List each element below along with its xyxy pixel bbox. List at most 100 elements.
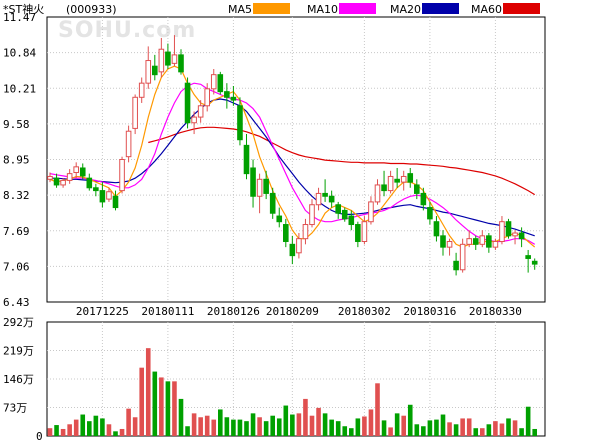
candle-body	[466, 238, 472, 245]
candle-body	[328, 195, 335, 203]
legend-label: MA10	[307, 3, 338, 16]
volume-bar	[329, 419, 334, 436]
candle-body	[106, 191, 112, 200]
price-tick-label: 7.06	[3, 260, 30, 273]
volume-bar	[132, 417, 138, 436]
volume-bar	[335, 421, 341, 436]
date-axis-labels: 20171225 20180111 20180126 20180209 20180302…	[76, 305, 522, 318]
volume-bar	[145, 348, 151, 436]
volume-axis-labels: 292万 219万 146万 73万 0	[3, 316, 43, 440]
candle-body	[315, 192, 322, 206]
volume-bar	[198, 417, 203, 436]
candle-body	[531, 260, 538, 265]
ma20-line	[50, 98, 535, 237]
candle-body	[243, 144, 250, 175]
price-tick-label: 10.21	[3, 82, 36, 95]
volume-bar	[506, 418, 511, 436]
candle-body	[348, 215, 355, 226]
volume-tick-label: 0	[36, 430, 43, 440]
candle-body	[230, 96, 237, 101]
date-tick-label: 20180209	[266, 305, 319, 318]
volume-bar	[407, 404, 413, 436]
volume-bar	[126, 408, 131, 436]
candle-body	[283, 224, 289, 242]
candle-body	[414, 184, 420, 194]
legend-swatch	[253, 3, 290, 14]
candle-body	[112, 195, 119, 209]
volume-bar	[466, 418, 472, 436]
price-tick-label: 6.43	[3, 296, 30, 309]
candle-body	[361, 221, 368, 242]
candle-body	[53, 177, 60, 186]
volume-bar	[499, 423, 505, 436]
volume-bar	[67, 424, 72, 436]
candle-body	[499, 221, 505, 242]
candle-body	[433, 221, 440, 237]
candle-body	[165, 51, 171, 66]
candle-body	[86, 177, 93, 189]
legend-swatch	[422, 3, 459, 14]
volume-bar	[159, 377, 164, 436]
price-axis-labels: 11.47 10.84 10.21 9.58 8.95 8.32 7.69 7.06 6.43	[3, 11, 36, 309]
volume-bar	[519, 428, 524, 436]
candle-body	[289, 243, 296, 257]
date-tick-label: 20171225	[76, 305, 129, 318]
candle-body	[125, 130, 132, 158]
candle-body	[387, 175, 394, 192]
stock-name: *ST神火	[3, 2, 44, 16]
candle-body	[368, 201, 374, 223]
volume-bar	[355, 418, 361, 436]
volume-bar	[525, 406, 531, 436]
candle-body	[341, 209, 348, 220]
volume-bar	[460, 418, 465, 436]
ma60-line	[148, 126, 536, 196]
volume-bar	[362, 416, 367, 436]
ma5-line	[49, 65, 536, 248]
volume-bar	[152, 371, 158, 436]
candle-body	[427, 207, 433, 220]
volume-bar	[211, 419, 217, 436]
date-tick-label: 20180302	[338, 305, 391, 318]
volume-tick-label: 146万	[3, 373, 34, 386]
volume-bar	[178, 398, 184, 436]
candle-body	[178, 54, 184, 73]
candle-body	[355, 224, 361, 242]
volume-bar	[60, 428, 66, 436]
volume-bar	[237, 419, 243, 436]
volume-bar	[532, 428, 537, 436]
stock-code: (000933)	[66, 3, 117, 16]
volume-bar	[250, 413, 256, 436]
volume-bar	[276, 418, 282, 436]
volume-bar	[486, 424, 492, 436]
candle-body	[322, 192, 328, 197]
volume-bar	[244, 421, 249, 436]
candle-body	[145, 60, 152, 84]
volume-bar	[480, 428, 485, 436]
watermark: SOHU.com	[58, 18, 196, 43]
volume-bar	[100, 418, 105, 436]
legend-swatch	[339, 3, 376, 14]
candle-body	[381, 184, 387, 192]
volume-bar	[342, 426, 348, 436]
volume-bar	[283, 405, 289, 436]
volume-bar	[80, 414, 86, 436]
volume-bar	[309, 415, 315, 436]
price-tick-label: 11.47	[3, 11, 36, 24]
volume-bar	[47, 428, 53, 436]
volume-bar	[453, 424, 459, 436]
candle-body	[158, 48, 165, 73]
candle-body	[512, 232, 518, 237]
volume-tick-label: 292万	[3, 316, 34, 329]
volume-bar	[185, 426, 190, 436]
candle-body	[138, 82, 145, 98]
candle-body	[263, 178, 269, 194]
volume-bar	[106, 424, 112, 436]
candle-body	[309, 204, 315, 226]
candle-body	[191, 116, 197, 124]
candle-body	[184, 82, 191, 124]
volume-bar	[421, 426, 426, 436]
candle-body	[505, 221, 512, 237]
price-tick-label: 9.58	[3, 118, 30, 131]
volume-bar	[447, 422, 452, 436]
